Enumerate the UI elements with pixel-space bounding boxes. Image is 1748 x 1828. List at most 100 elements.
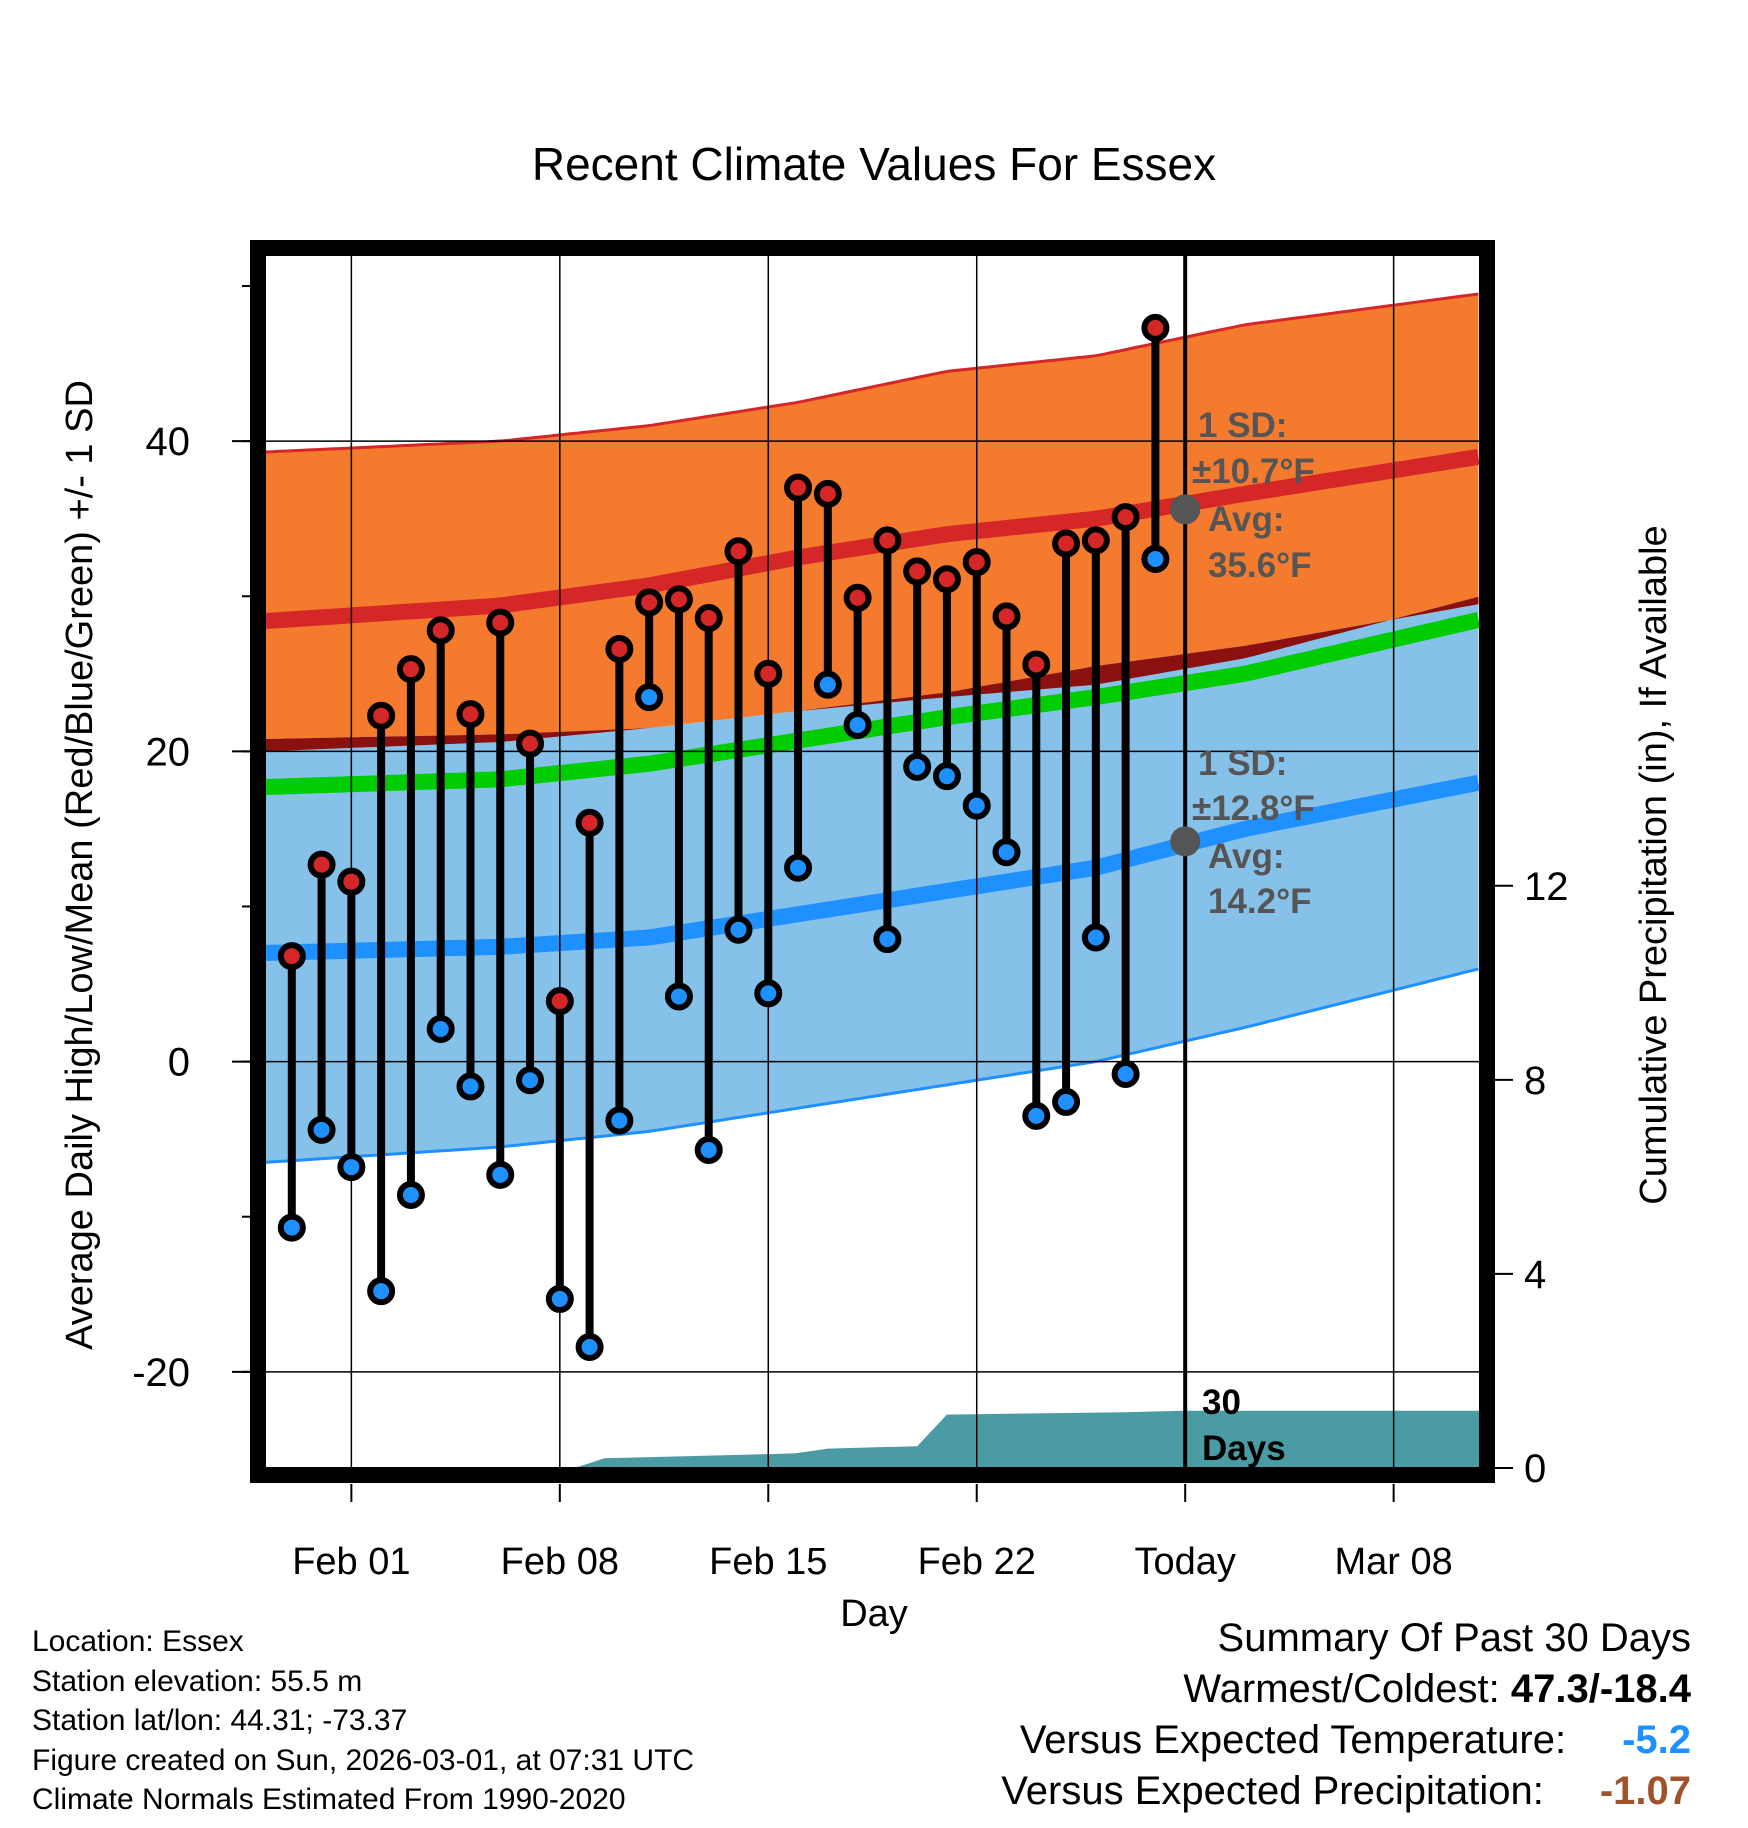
- daily-low-points: [277, 545, 1170, 1362]
- high-point: [635, 588, 664, 617]
- high-sd-band: [265, 294, 1479, 739]
- summary-precip: Versus Expected Precipitation: -1.07: [1001, 1766, 1691, 1817]
- high-point: [694, 603, 723, 632]
- high-point: [486, 608, 515, 637]
- precip-label: Versus Expected Precipitation:: [1001, 1769, 1544, 1813]
- high-point: [1111, 503, 1140, 532]
- high-sd-label: 1 SD:: [1198, 406, 1287, 445]
- info-created: Figure created on Sun, 2026-03-01, at 07…: [32, 1743, 695, 1777]
- normal-high-line: [265, 449, 1480, 630]
- x-tick-label: Feb 08: [501, 1541, 619, 1583]
- high-point: [724, 537, 753, 566]
- plot-frame: [250, 240, 1495, 1483]
- high-point: [903, 557, 932, 586]
- temp-value: -5.2: [1622, 1718, 1691, 1762]
- high-avg-marker: [1170, 494, 1201, 525]
- low-avg-marker: [1170, 826, 1201, 857]
- low-point: [426, 1015, 455, 1044]
- x-tick-label: Feb 22: [918, 1541, 1036, 1583]
- y2-tick-label: 0: [1524, 1447, 1546, 1491]
- low-point: [307, 1115, 336, 1144]
- low-point: [545, 1284, 574, 1313]
- low-point: [992, 838, 1021, 867]
- today-label-line2: Days: [1202, 1429, 1286, 1468]
- low-point: [813, 670, 842, 699]
- low-lower-line: [265, 967, 1479, 1164]
- daily-high-points: [277, 313, 1170, 1016]
- low-point: [932, 762, 961, 791]
- low-point: [1111, 1060, 1140, 1089]
- high-avg-label: Avg:: [1208, 500, 1284, 539]
- low-avg-value: 14.2°F: [1208, 882, 1312, 921]
- high-point: [992, 602, 1021, 631]
- low-point: [1081, 923, 1110, 952]
- info-latlon: Station lat/lon: 44.31; -73.37: [32, 1704, 408, 1737]
- high-point: [396, 655, 425, 684]
- low-point: [396, 1180, 425, 1209]
- high-point: [545, 987, 574, 1016]
- high-upper-line: [265, 292, 1479, 454]
- low-point: [605, 1106, 634, 1135]
- today-label-line1: 30: [1202, 1383, 1241, 1422]
- y-axis-left: -20 0 20 40: [132, 285, 250, 1395]
- precip-area: [265, 1410, 1480, 1468]
- today-label: 30 Days: [1202, 1383, 1286, 1468]
- x-axis-label: Day: [840, 1593, 908, 1635]
- info-location: Location: Essex: [32, 1625, 244, 1658]
- high-point: [664, 585, 693, 614]
- high-point: [1022, 650, 1051, 679]
- low-point: [1141, 545, 1170, 574]
- y2-tick-label: 4: [1524, 1253, 1546, 1297]
- warm-cold-value: 47.3/-18.4: [1510, 1667, 1691, 1711]
- low-point: [1022, 1101, 1051, 1130]
- low-point: [754, 979, 783, 1008]
- y-axis-label: Average Daily High/Low/Mean (Red/Blue/Gr…: [59, 380, 101, 1350]
- low-avg-label: Avg:: [1208, 837, 1284, 876]
- summary-temp: Versus Expected Temperature: -5.2: [1001, 1715, 1691, 1766]
- low-point: [277, 1213, 306, 1242]
- high-point: [516, 729, 545, 758]
- y-tick-label: 0: [168, 1041, 190, 1085]
- high-sd-value: ±10.7°F: [1192, 452, 1315, 491]
- info-elevation: Station elevation: 55.5 m: [32, 1664, 363, 1698]
- low-point: [843, 710, 872, 739]
- high-point: [337, 867, 366, 896]
- y-tick-label: 40: [146, 420, 191, 464]
- y2-axis-label: Cumulative Precipitation (in), If Availa…: [1633, 525, 1675, 1204]
- high-point: [843, 583, 872, 612]
- station-info: Location: Essex Station elevation: 55.5 …: [32, 1622, 694, 1820]
- high-point: [1052, 529, 1081, 558]
- y-tick-label: -20: [132, 1351, 190, 1395]
- low-sd-band: [265, 604, 1479, 1163]
- low-point: [664, 982, 693, 1011]
- summary-title: Summary Of Past 30 Days: [1217, 1616, 1691, 1660]
- high-point: [1081, 526, 1110, 555]
- y2-tick-label: 8: [1524, 1059, 1546, 1103]
- low-point: [516, 1066, 545, 1095]
- high-point: [754, 659, 783, 688]
- summary-panel: Summary Of Past 30 Days Warmest/Coldest:…: [1001, 1613, 1691, 1817]
- info-normals: Climate Normals Estimated From 1990-2020: [32, 1783, 626, 1816]
- x-tick-label: Feb 01: [292, 1541, 410, 1583]
- high-point: [605, 634, 634, 663]
- high-point: [962, 548, 991, 577]
- high-point: [426, 616, 455, 645]
- low-point: [486, 1160, 515, 1189]
- low-point: [575, 1333, 604, 1362]
- warm-cold-label: Warmest/Coldest:: [1183, 1667, 1500, 1711]
- low-sd-label: 1 SD:: [1198, 744, 1287, 783]
- high-point: [307, 850, 336, 879]
- low-point: [694, 1136, 723, 1165]
- y-axis-right: 0 4 8 12: [1495, 865, 1569, 1491]
- high-point: [932, 565, 961, 594]
- low-point: [1052, 1087, 1081, 1116]
- low-point: [962, 791, 991, 820]
- temp-label: Versus Expected Temperature:: [1019, 1718, 1567, 1762]
- high-point: [784, 473, 813, 502]
- low-point: [337, 1153, 366, 1182]
- low-point: [456, 1072, 485, 1101]
- high-point: [575, 808, 604, 837]
- low-point: [903, 752, 932, 781]
- plot-area: [265, 255, 1480, 1468]
- high-point: [367, 701, 396, 730]
